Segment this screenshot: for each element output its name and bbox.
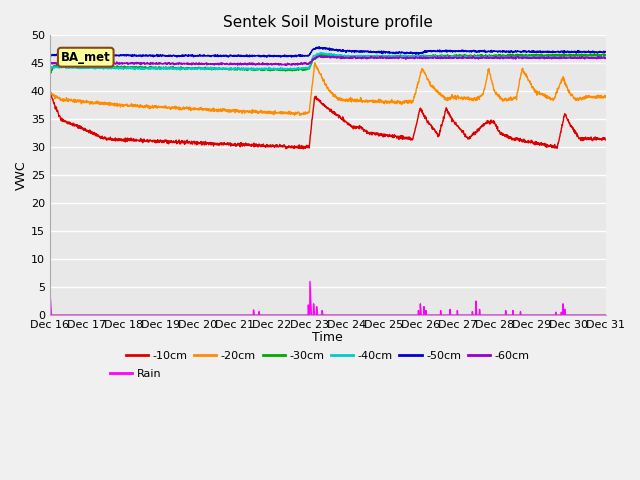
Y-axis label: VWC: VWC xyxy=(15,160,28,190)
X-axis label: Time: Time xyxy=(312,331,343,344)
Text: BA_met: BA_met xyxy=(61,51,111,64)
Title: Sentek Soil Moisture profile: Sentek Soil Moisture profile xyxy=(223,15,433,30)
Legend: Rain: Rain xyxy=(106,365,166,384)
